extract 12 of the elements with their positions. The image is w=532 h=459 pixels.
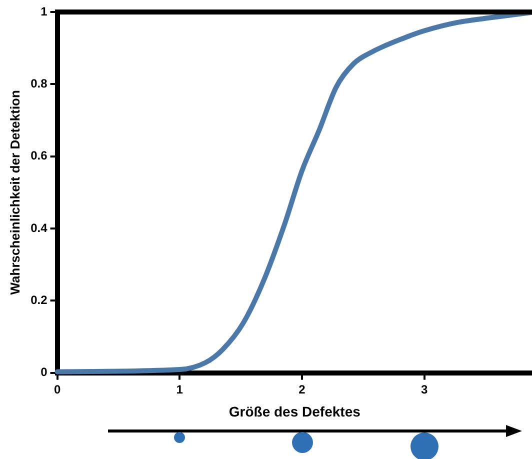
y-tick-label: 0	[40, 365, 48, 380]
y-axis-title: Wahrscheinlichkeit der Detektion	[7, 90, 22, 295]
y-tick-label: 0.6	[30, 148, 48, 163]
y-tick-label: 1	[40, 4, 48, 18]
y-tick-label: 0.8	[30, 76, 48, 90]
x-tick-label: 2	[298, 382, 306, 396]
x-axis-title: Größe des Defektes	[228, 403, 361, 420]
y-tick-label: 0.2	[30, 292, 48, 307]
y-tick-label: 0.4	[30, 220, 48, 235]
x-tick-label: 0	[54, 382, 61, 396]
x-tick-label: 1	[176, 382, 184, 396]
x-tick-label: 3	[420, 382, 428, 396]
